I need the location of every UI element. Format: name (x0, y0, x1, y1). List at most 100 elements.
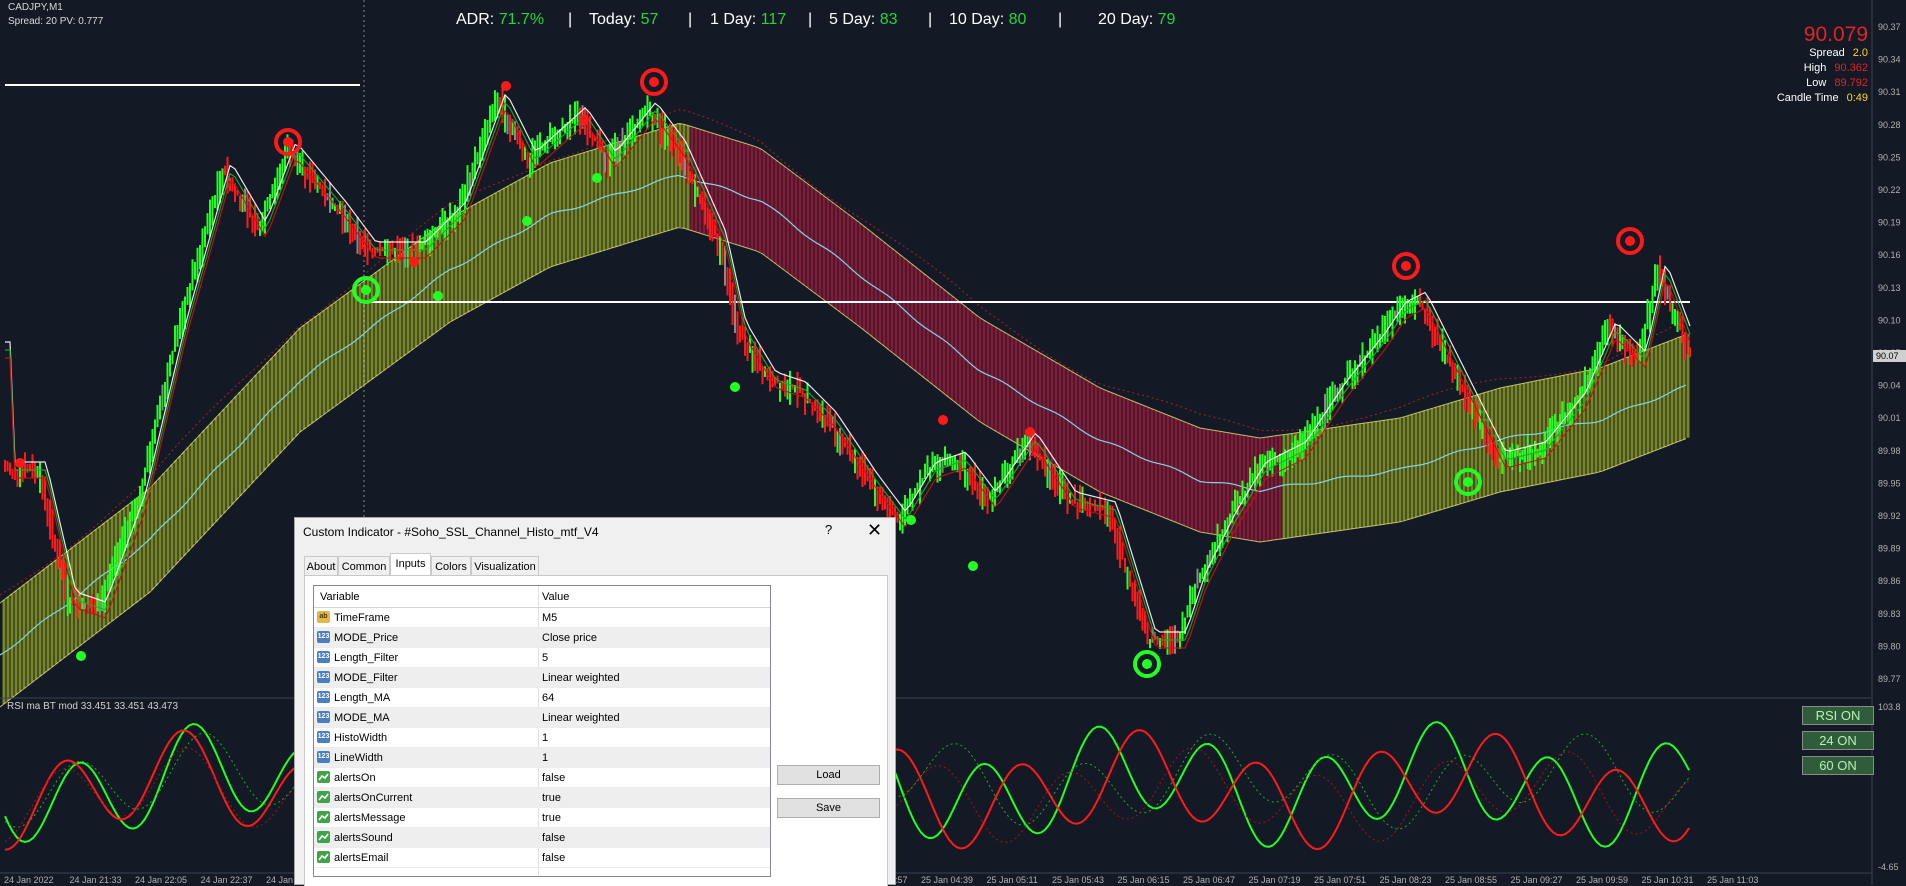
load-button[interactable]: Load (777, 765, 880, 785)
sell-signal-ring (274, 128, 302, 156)
price-tick: 90.01 (1878, 413, 1901, 423)
param-value[interactable]: false (542, 832, 566, 844)
param-value[interactable]: false (542, 772, 566, 784)
price-tick: 89.80 (1878, 641, 1901, 651)
param-name: alertsEmail (334, 852, 389, 864)
param-value[interactable]: M5 (542, 612, 558, 624)
time-tick: 24 Jan 2022 (4, 875, 54, 885)
table-row[interactable]: 123 Length_MA 64 (314, 688, 770, 708)
save-button[interactable]: Save (777, 798, 880, 818)
table-row[interactable]: alertsSound false (314, 828, 770, 848)
table-row[interactable]: alertsEmail false (314, 848, 770, 868)
param-value[interactable]: 5 (542, 652, 549, 664)
tab-inputs[interactable]: Inputs (390, 553, 431, 576)
spread-pv-label: Spread: 20 PV: 0.777 (8, 16, 104, 27)
separator: | (688, 11, 693, 28)
table-row[interactable]: 123 MODE_Filter Linear weighted (314, 668, 770, 688)
price-tick: 90.16 (1878, 250, 1901, 260)
candles (4, 88, 1691, 655)
param-name: alertsOn (334, 772, 376, 784)
sell-dot (1025, 427, 1035, 437)
inputs-table[interactable]: Variable Value ab TimeFrame M5 123 MODE_Pric… (313, 585, 771, 877)
time-tick: 25 Jan 08:55 (1445, 875, 1497, 885)
channel-upper-line (0, 123, 1687, 604)
table-row[interactable]: 123 LineWidth 1 (314, 748, 770, 768)
param-name: MODE_Filter (334, 672, 398, 684)
sell-signal-dot (283, 137, 293, 147)
day5-stat: 5 Day: 83 (829, 11, 898, 29)
high-row: High 90.362 (1777, 61, 1868, 76)
high-value: 90.362 (1834, 62, 1868, 74)
day20-label: 20 Day: (1098, 11, 1154, 28)
today-stat: Today: 57 (589, 11, 658, 29)
table-row[interactable]: 123 MODE_Price Close price (314, 628, 770, 648)
low-value: 89.792 (1834, 77, 1868, 89)
low-row: Low 89.792 (1777, 76, 1868, 91)
price-info-panel: 90.079 Spread 2.0 High 90.362 Low 89.792 Ca… (1777, 24, 1868, 106)
sell-signal-dot (1625, 236, 1635, 246)
sell-signal-dot (1401, 261, 1411, 271)
channel-lower-line (0, 227, 1687, 708)
time-tick: 25 Jan 04:39 (921, 875, 973, 885)
spread-row: Spread 2.0 (1777, 46, 1868, 61)
param-value[interactable]: true (542, 812, 561, 824)
param-name: MODE_Price (334, 632, 399, 644)
60-toggle-button[interactable]: 60 ON (1802, 756, 1874, 775)
rsi-toggle-button[interactable]: RSI ON (1802, 706, 1874, 725)
price-tick: 89.98 (1878, 446, 1901, 456)
table-row[interactable]: 123 Length_Filter 5 (314, 648, 770, 668)
param-name: TimeFrame (334, 612, 390, 624)
param-value[interactable]: 64 (542, 692, 555, 704)
tab-about[interactable]: About (304, 556, 338, 576)
table-row[interactable]: 123 MODE_MA Linear weighted (314, 708, 770, 728)
candle-time-value: 0:49 (1846, 92, 1868, 104)
table-row[interactable]: alertsMessage true (314, 808, 770, 828)
param-name: HistoWidth (334, 732, 388, 744)
table-header: Variable Value (314, 586, 770, 608)
price-tick: 90.13 (1878, 283, 1901, 293)
tab-visualization[interactable]: Visualization (471, 556, 539, 576)
tab-common[interactable]: Common (338, 556, 390, 576)
param-value[interactable]: 1 (542, 732, 549, 744)
table-row[interactable]: alertsOn false (314, 768, 770, 788)
param-value[interactable]: Linear weighted (542, 712, 620, 724)
price-tick: 90.34 (1878, 55, 1901, 65)
day20-value: 79 (1157, 11, 1176, 28)
day20-stat: 20 Day: 79 (1098, 11, 1175, 29)
dialog-title: Custom Indicator - #Soho_SSL_Channel_His… (303, 525, 599, 539)
param-value[interactable]: Linear weighted (542, 672, 620, 684)
price-tick: 89.86 (1878, 576, 1901, 586)
time-tick: 24 Jan 21:33 (70, 875, 122, 885)
table-row[interactable]: 123 HistoWidth 1 (314, 728, 770, 748)
custom-indicator-dialog: Custom Indicator - #Soho_SSL_Channel_His… (294, 517, 896, 886)
table-row[interactable]: alertsOnCurrent true (314, 788, 770, 808)
tab-colors[interactable]: Colors (431, 556, 471, 576)
table-row[interactable]: ab TimeFrame M5 (314, 608, 770, 628)
param-value[interactable]: Close price (542, 632, 598, 644)
close-icon[interactable]: ✕ (867, 520, 883, 540)
rsi-indicator-label: RSI ma BT mod 33.451 33.451 43.473 (7, 701, 179, 712)
high-label: High (1803, 62, 1827, 74)
buy-dot (968, 561, 978, 571)
buy-dot (522, 216, 532, 226)
ma-line (5, 93, 1691, 633)
string-type-icon: ab (317, 611, 330, 623)
param-value[interactable]: true (542, 792, 561, 804)
price-tick: 90.37 (1878, 22, 1901, 32)
buy-signal-ring (352, 276, 380, 304)
param-value[interactable]: false (542, 852, 566, 864)
price-tick: 90.10 (1878, 315, 1901, 325)
spread-label: Spread (1809, 47, 1845, 59)
buy-dot (76, 651, 86, 661)
today-label: Today: (589, 11, 637, 28)
number-type-icon: 123 (317, 711, 330, 723)
param-value[interactable]: 1 (542, 752, 549, 764)
sell-signal-dot (649, 77, 659, 87)
price-tick: 90.31 (1878, 87, 1901, 97)
price-tick: 89.89 (1878, 544, 1901, 554)
ssl-channel-histogram (0, 0, 1690, 708)
24-toggle-button[interactable]: 24 ON (1802, 731, 1874, 750)
help-button[interactable]: ? (825, 522, 833, 537)
ma-line (5, 101, 1691, 641)
